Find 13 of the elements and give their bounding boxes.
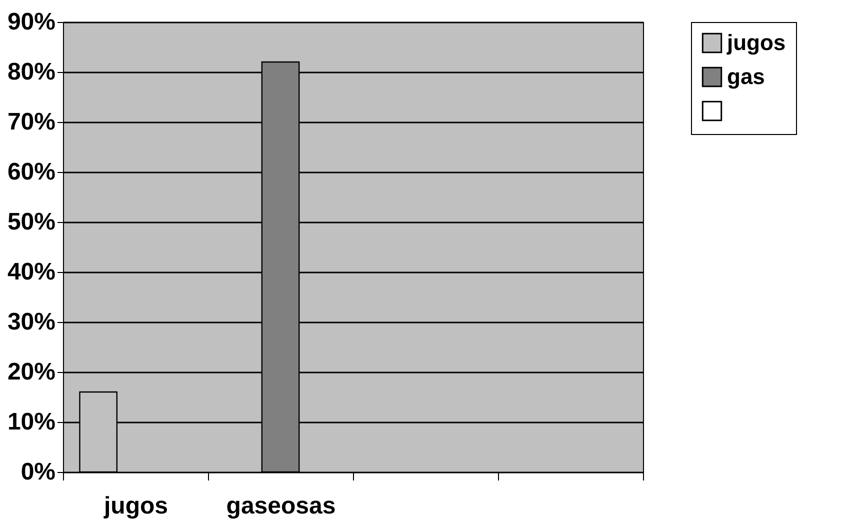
legend-label: gas xyxy=(727,64,765,89)
y-tick-label: 30% xyxy=(7,308,56,336)
x-tick-label: gaseosas xyxy=(226,492,336,520)
y-tick-label: 70% xyxy=(7,108,56,136)
y-tick-label: 60% xyxy=(7,158,56,186)
y-tick-label: 20% xyxy=(7,358,56,386)
y-tick-label: 90% xyxy=(7,8,56,36)
y-tick-label: 80% xyxy=(7,58,56,86)
legend-label: jugos xyxy=(726,30,786,55)
y-tick-label: 10% xyxy=(7,408,56,436)
y-tick-label: 0% xyxy=(20,458,56,486)
y-tick-label: 40% xyxy=(7,258,56,286)
y-tick-label: 50% xyxy=(7,208,56,236)
